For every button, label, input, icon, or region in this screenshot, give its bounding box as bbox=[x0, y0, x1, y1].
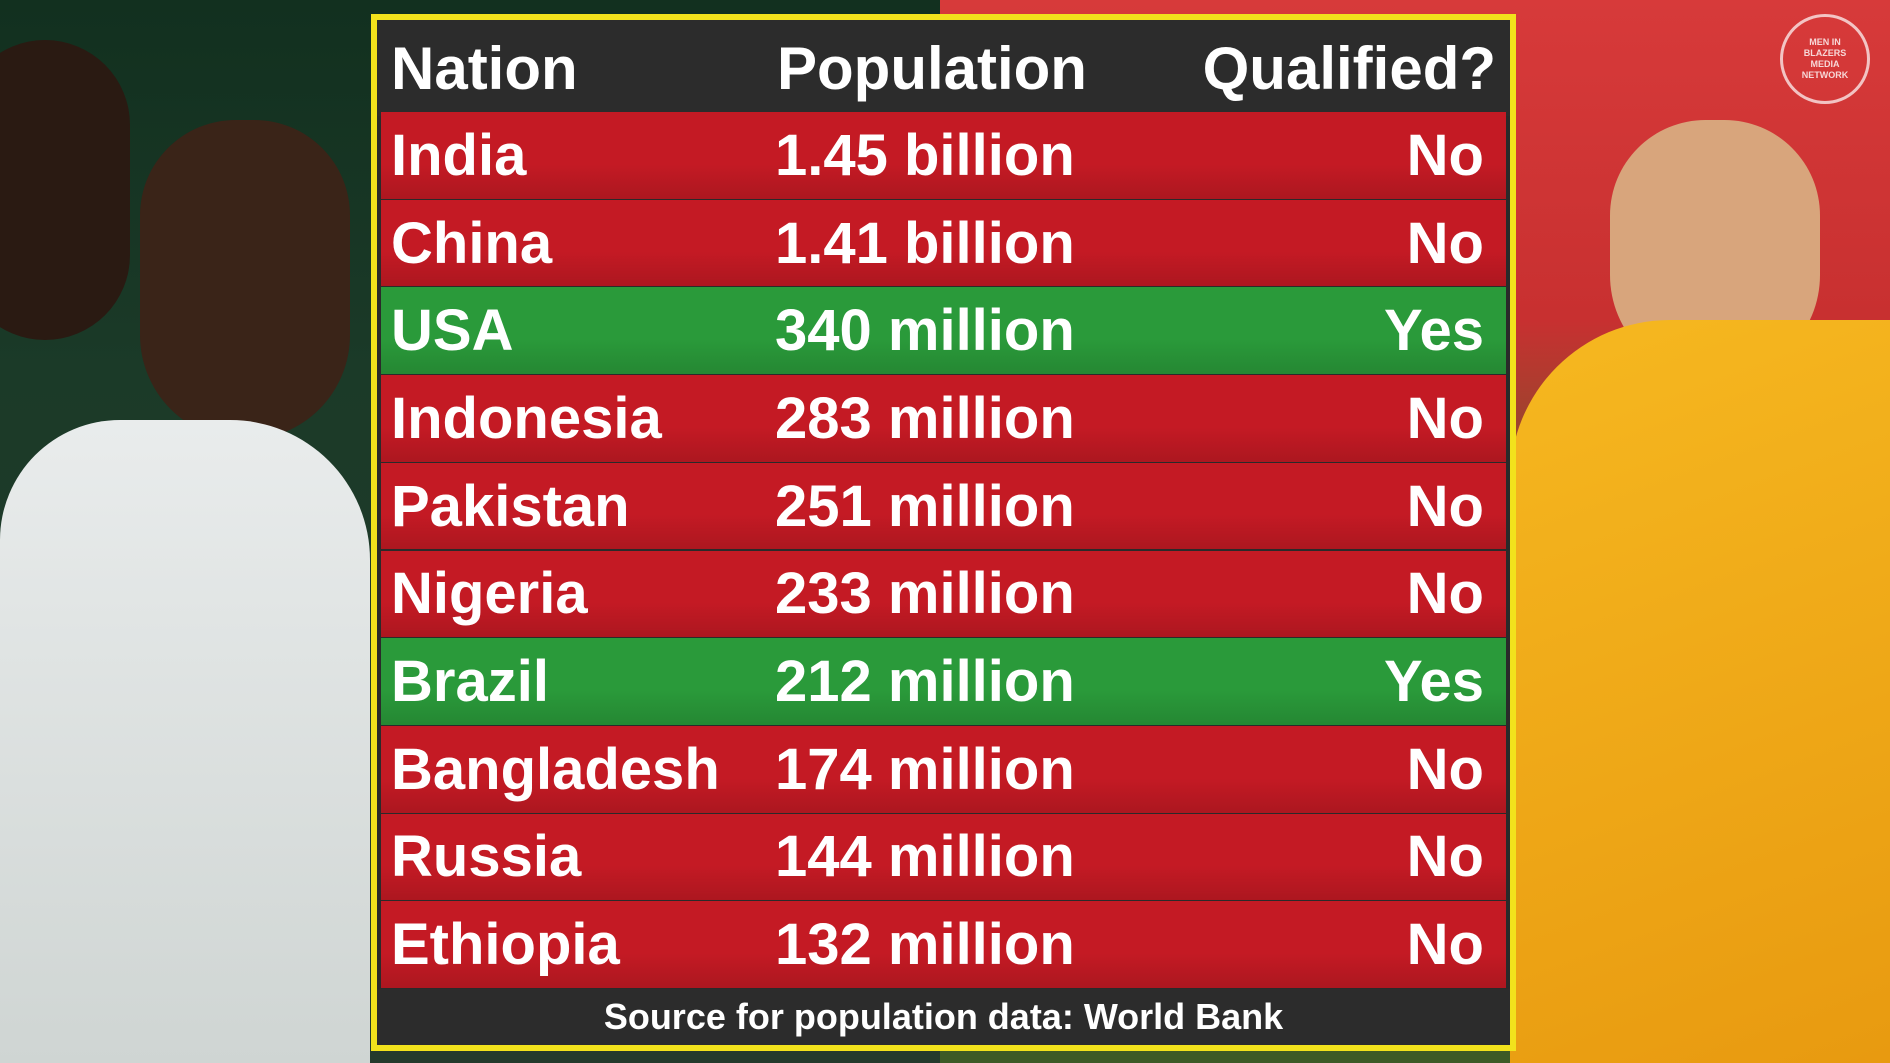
watermark: MEN IN BLAZERS MEDIA NETWORK bbox=[1780, 14, 1870, 104]
table-row: USA 340 million Yes bbox=[381, 287, 1506, 375]
table-cell: No bbox=[1406, 473, 1484, 539]
table-cell: No bbox=[1406, 824, 1484, 890]
table-cell: No bbox=[1406, 912, 1484, 978]
table-cell: No bbox=[1406, 385, 1484, 451]
table-cell: Bangladesh bbox=[391, 736, 720, 802]
player-figure bbox=[0, 420, 370, 1063]
table-row: Ethiopia 132 million No bbox=[381, 901, 1506, 988]
header-cell: Qualified? bbox=[1202, 34, 1496, 102]
table-cell: 283 million bbox=[775, 385, 1075, 451]
table-cell: China bbox=[391, 210, 553, 276]
table-cell: 144 million bbox=[775, 824, 1075, 890]
table-cell: Ethiopia bbox=[391, 912, 620, 978]
table-cell: No bbox=[1406, 561, 1484, 627]
player-figure bbox=[140, 120, 350, 440]
table-row: Pakistan 251 million No bbox=[381, 462, 1506, 550]
table-cell: Pakistan bbox=[391, 473, 630, 539]
header-cell: Population bbox=[777, 34, 1087, 102]
table-cell: 1.41 billion bbox=[775, 210, 1075, 276]
table-cell: No bbox=[1406, 210, 1484, 276]
table-cell: 174 million bbox=[775, 736, 1075, 802]
table-row: Bangladesh 174 million No bbox=[381, 725, 1506, 813]
header-row: Nation Population Qualified? bbox=[377, 20, 1510, 116]
table-cell: India bbox=[391, 122, 527, 188]
table-row: China 1.41 billion No bbox=[381, 199, 1506, 287]
table-cell: No bbox=[1406, 736, 1484, 802]
table-cell: 233 million bbox=[775, 561, 1075, 627]
table-cell: 251 million bbox=[775, 473, 1075, 539]
table-cell: Indonesia bbox=[391, 385, 662, 451]
source-note: Source for population data: World Bank bbox=[377, 989, 1510, 1045]
table-cell: Brazil bbox=[391, 649, 549, 715]
table-cell: Nigeria bbox=[391, 561, 588, 627]
table-cell: No bbox=[1406, 122, 1484, 188]
header-cell: Nation bbox=[391, 34, 578, 102]
table-row: Nigeria 233 million No bbox=[381, 550, 1506, 638]
table-cell: Yes bbox=[1384, 649, 1484, 715]
table-cell: 1.45 billion bbox=[775, 122, 1075, 188]
table-row: India 1.45 billion No bbox=[381, 112, 1506, 199]
table-row: Indonesia 283 million No bbox=[381, 375, 1506, 462]
table-cell: Yes bbox=[1384, 298, 1484, 364]
table: Nation Population Qualified? Source for … bbox=[371, 14, 1516, 1051]
table-cell: Russia bbox=[391, 824, 582, 890]
table-cell: USA bbox=[391, 298, 514, 364]
table-cell: 340 million bbox=[775, 298, 1075, 364]
table-row: Russia 144 million No bbox=[381, 813, 1506, 901]
player-figure bbox=[1510, 320, 1890, 1063]
table-row: Brazil 212 million Yes bbox=[381, 638, 1506, 725]
table-cell: 212 million bbox=[775, 649, 1075, 715]
player-figure bbox=[0, 40, 130, 340]
table-cell: 132 million bbox=[775, 912, 1075, 978]
